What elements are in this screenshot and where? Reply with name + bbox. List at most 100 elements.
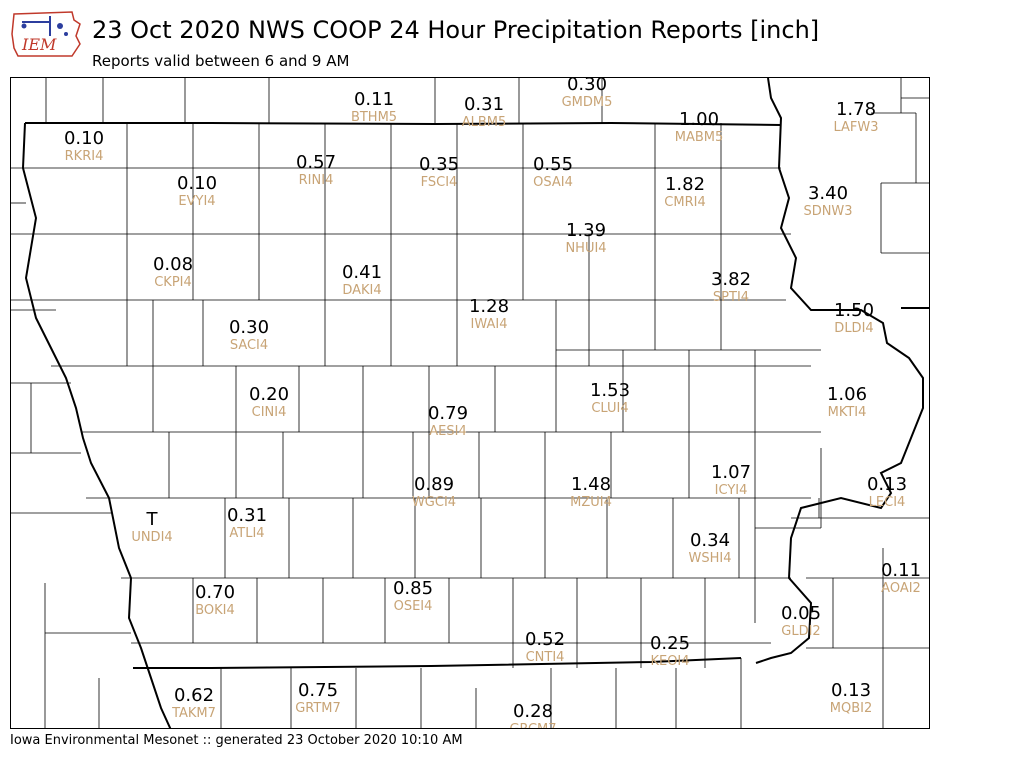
- footer-credit: Iowa Environmental Mesonet :: generated …: [10, 733, 463, 748]
- precip-value: 0.30: [566, 77, 608, 95]
- precip-value: 0.13: [830, 680, 872, 701]
- station-id: AESI4: [429, 424, 467, 439]
- precip-value: 1.00: [678, 109, 720, 130]
- station-id: EVYI4: [178, 194, 216, 209]
- precip-value: 0.11: [880, 560, 922, 581]
- logo-text: IEM: [21, 35, 57, 54]
- precip-value: 0.75: [297, 680, 339, 701]
- map-subtitle: Reports valid between 6 and 9 AM: [92, 52, 350, 70]
- precip-value: 1.07: [710, 462, 752, 483]
- station-osai4: 0.55 OSAI4: [533, 155, 573, 191]
- station-id: CMRI4: [664, 195, 706, 210]
- station-id: MKTI4: [827, 405, 867, 420]
- station-keoi4: 0.25 KEOI4: [649, 633, 691, 670]
- station-ckpi4: 0.08 CKPI4: [152, 254, 194, 291]
- precip-value: 1.06: [826, 384, 868, 405]
- station-nhui4: 1.39 NHUI4: [565, 220, 607, 257]
- precip-value: 1.78: [835, 99, 877, 120]
- station-iwai4: 1.28 IWAI4: [469, 297, 509, 333]
- station-id: RINI4: [298, 173, 334, 188]
- station-id: ATLI4: [229, 526, 265, 541]
- station-gmdm5: 0.30 GMDM5: [561, 77, 613, 110]
- station-id: CKPI4: [154, 275, 192, 290]
- map-area: 0.11 BTHM5 0.30 GMDM5 0.31 ALBM5 1.00 MABM5 1.78…: [10, 77, 930, 729]
- station-grcm7: 0.28GRCM7: [509, 702, 556, 729]
- precip-value: 0.13: [866, 474, 908, 495]
- precip-value: 0.25: [649, 633, 691, 654]
- station-id: CINI4: [251, 405, 287, 420]
- station-id: ICYI4: [714, 483, 748, 498]
- station-id: MZUI4: [570, 495, 612, 510]
- precip-value: 0.28: [512, 701, 554, 722]
- station-sdnw3: 3.40 SDNW3: [803, 183, 853, 220]
- station-id: WSHI4: [688, 551, 732, 566]
- station-takm7: 0.62 TAKM7: [172, 685, 216, 722]
- station-icyi4: 1.07 ICYI4: [710, 462, 752, 499]
- station-id: UNDI4: [131, 530, 173, 545]
- station-wgci4: 0.89 WGCI4: [412, 474, 456, 511]
- precip-value: 0.41: [341, 262, 383, 283]
- station-id: DLDI4: [834, 321, 874, 336]
- precip-value: 0.89: [413, 474, 455, 495]
- precip-value: 0.08: [152, 254, 194, 275]
- station-aoai2: 0.11 AOAI2: [880, 560, 922, 597]
- precip-value: 0.30: [228, 317, 270, 338]
- station-undi4: T UNDI4: [131, 509, 173, 546]
- station-cnti4: 0.52 CNTI4: [524, 629, 566, 666]
- station-saci4: 0.30 SACI4: [228, 317, 270, 354]
- station-mabm5: 1.00 MABM5: [675, 109, 724, 146]
- precip-value: 0.85: [392, 578, 434, 599]
- precip-value: 0.52: [524, 629, 566, 650]
- station-id: CLUI4: [591, 401, 629, 416]
- station-id: BTHM5: [350, 110, 398, 125]
- precip-value: 3.40: [807, 183, 849, 204]
- station-daki4: 0.41 DAKI4: [341, 262, 383, 299]
- precip-value: 1.48: [570, 474, 612, 495]
- station-id: SDNW3: [803, 204, 853, 219]
- precip-value: 1.50: [833, 300, 875, 321]
- precip-value: 0.70: [194, 582, 236, 603]
- station-id: TAKM7: [172, 706, 216, 721]
- precip-value: T: [146, 509, 158, 530]
- precip-value: 0.62: [173, 685, 215, 706]
- station-albm5: 0.31 ALBM5: [462, 95, 507, 131]
- station-rini4: 0.57 RINI4: [295, 152, 337, 189]
- station-cini4: 0.20 CINI4: [248, 384, 290, 421]
- precip-value: 1.39: [565, 220, 607, 241]
- station-wshi4: 0.34 WSHI4: [688, 530, 732, 567]
- station-evyi4: 0.10 EVYI4: [177, 174, 217, 210]
- precip-value: 0.34: [689, 530, 731, 551]
- station-dldi4: 1.50 DLDI4: [833, 300, 875, 337]
- station-atli4: 0.31 ATLI4: [226, 505, 268, 542]
- station-leci4: 0.13 LECI4: [866, 474, 908, 511]
- station-mqbi2: 0.13 MQBI2: [830, 680, 872, 717]
- station-id: OSEI4: [393, 599, 433, 614]
- station-id: DAKI4: [342, 283, 382, 298]
- precip-value: 1.53: [589, 380, 631, 401]
- precip-value: 0.31: [226, 505, 268, 526]
- station-id: IWAI4: [470, 317, 508, 332]
- station-boki4: 0.70 BOKI4: [194, 582, 236, 619]
- station-rkri4: 0.10 RKRI4: [63, 128, 105, 165]
- station-grtm7: 0.75 GRTM7: [295, 680, 341, 717]
- precip-value: 3.82: [710, 269, 752, 290]
- station-id: LAFW3: [833, 120, 879, 135]
- station-gldi2: 0.05 GLDI2: [780, 603, 822, 640]
- station-id: RKRI4: [64, 149, 104, 164]
- precip-value: 0.05: [780, 603, 822, 624]
- station-osei4: 0.85 OSEI4: [392, 578, 434, 615]
- precip-value: 0.57: [295, 152, 337, 173]
- precip-value: 0.20: [248, 384, 290, 405]
- station-id: CNTI4: [525, 650, 565, 665]
- station-id: GRTM7: [295, 701, 341, 716]
- station-id: LECI4: [868, 495, 906, 510]
- station-fsci4: 0.35 FSCI4: [419, 155, 459, 191]
- station-spti4: 3.82 SPTI4: [710, 269, 752, 306]
- station-id: AOAI2: [881, 581, 921, 596]
- precip-value: 0.10: [63, 128, 105, 149]
- station-id: OSAI4: [533, 175, 573, 190]
- county-boundaries: [11, 78, 929, 728]
- station-id: GMDM5: [561, 95, 613, 110]
- station-id: GLDI2: [781, 624, 821, 639]
- station-mkti4: 1.06 MKTI4: [826, 384, 868, 421]
